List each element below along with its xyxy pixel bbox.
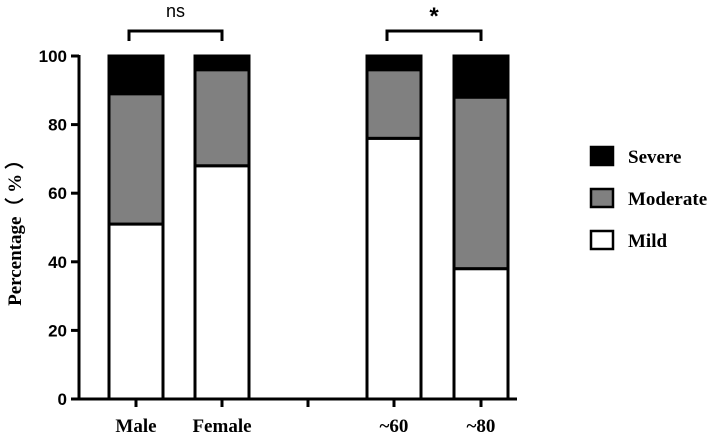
legend-swatch-mild [589,229,615,251]
bar-severe-4 [452,54,510,99]
x-tick-label-3: ~60 [380,416,409,437]
significance-label-1: ns [166,1,185,21]
bar-moderate-3 [365,68,423,140]
y-tick-label-60: 60 [48,184,67,203]
y-tick-label-0: 0 [58,390,67,409]
legend-label-moderate: Moderate [628,189,707,210]
significance-label-2: * [429,3,439,30]
significance-layer: ns * [127,1,483,41]
bar-moderate-2 [193,68,251,168]
bar-severe-3 [365,54,423,72]
bar-moderate-4 [452,95,510,271]
legend-swatch-moderate [589,187,615,209]
bar-moderate-1 [107,92,165,226]
bar-mild-3 [365,136,423,401]
y-tick-label-20: 20 [48,321,67,340]
bar-mild-1 [107,222,165,401]
x-tick-label-1: Male [115,416,156,437]
bars-layer [107,54,510,401]
y-axis-label: Percentage（ % ） [3,150,26,306]
x-tick-label-4: ~80 [467,416,496,437]
bar-severe-2 [193,54,251,72]
x-tick-label-2: Female [192,416,251,437]
y-tick-label-100: 100 [39,47,67,66]
legend-swatch-severe [589,145,615,167]
legend: Severe Moderate Mild [589,145,707,252]
significance-bracket-2 [385,29,483,41]
axes-layer: 0 20 40 60 80 100 Male Female ~60 ~80 [39,47,517,437]
y-tick-label-80: 80 [48,116,67,135]
significance-bracket-1 [127,29,224,41]
legend-label-mild: Mild [628,231,667,252]
legend-label-severe: Severe [628,147,681,168]
bar-mild-2 [193,164,251,401]
bar-mild-4 [452,267,510,401]
y-tick-label-40: 40 [48,253,67,272]
bar-severe-1 [107,54,165,96]
